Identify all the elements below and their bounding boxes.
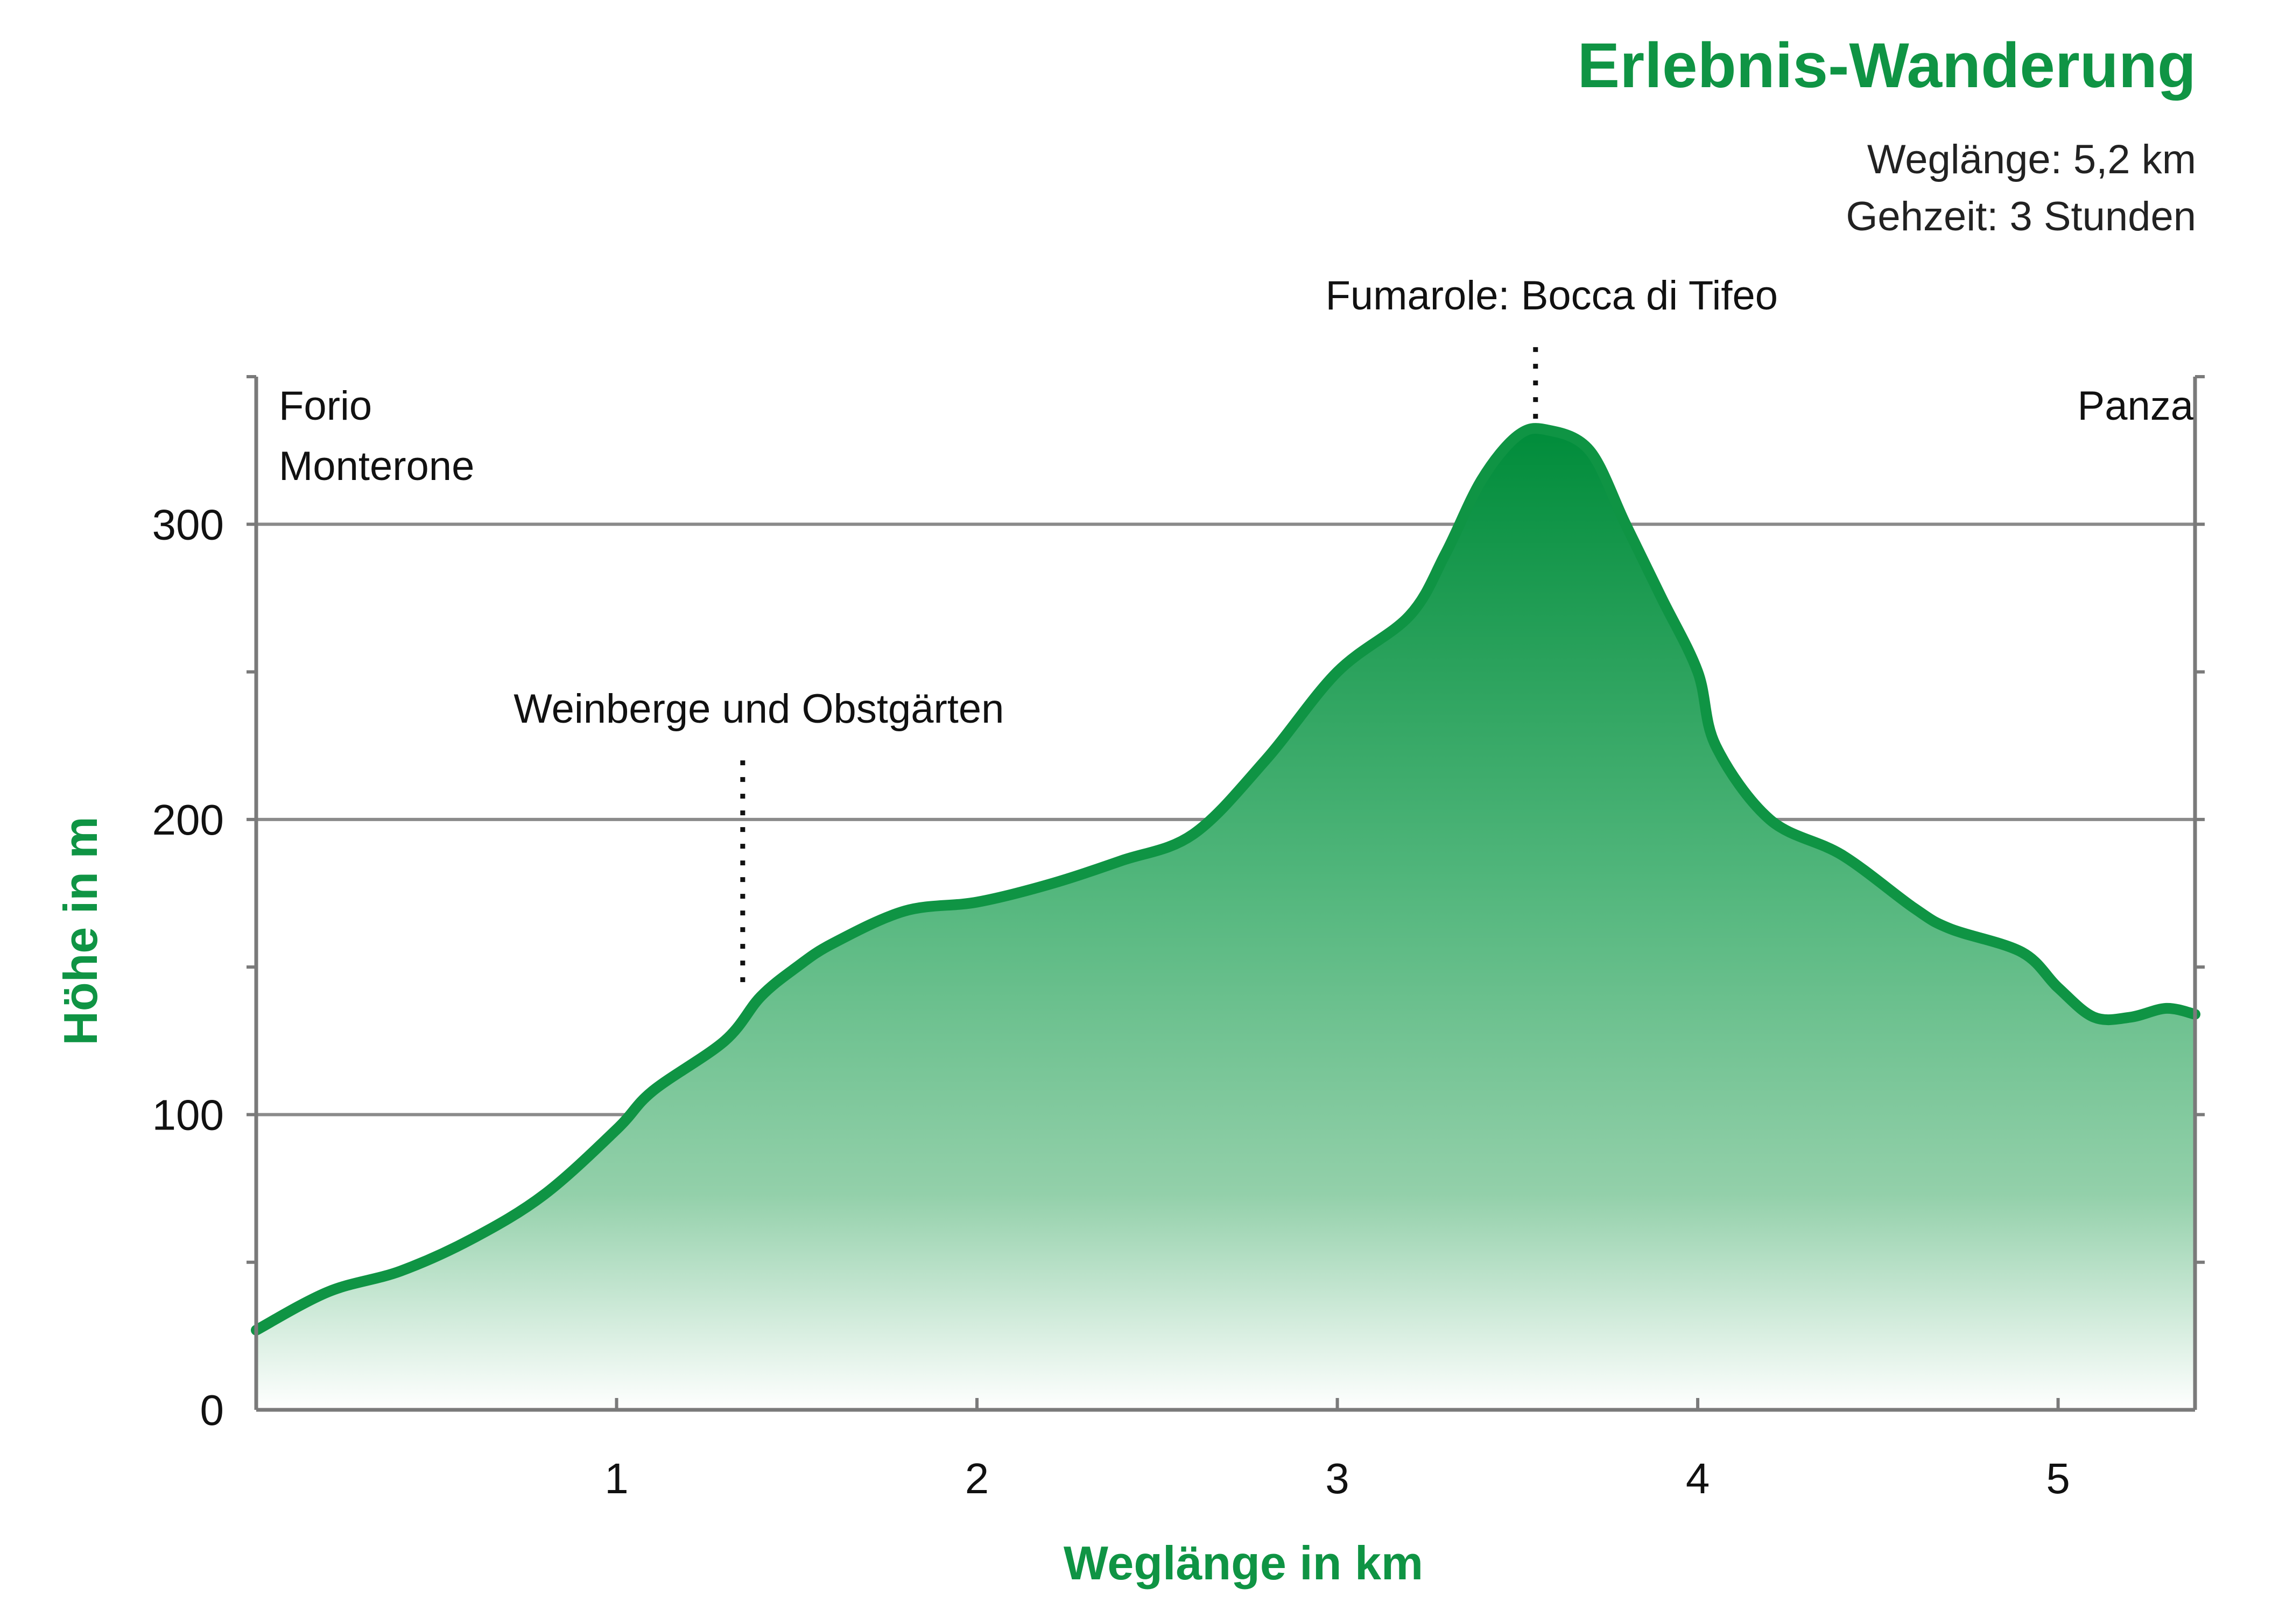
start-label-forio: Forio: [279, 383, 372, 429]
start-label-monterone: Monterone: [279, 443, 474, 489]
axes: [254, 377, 2197, 1412]
annotation-label-0: Weinberge und Obstgärten: [514, 686, 1004, 732]
y-tick-label-0: 0: [200, 1386, 224, 1434]
y-tick-label-100: 100: [152, 1091, 224, 1139]
tick-labels: 0 100 200 300 1 2 3 4 5: [152, 500, 2070, 1502]
x-tick-label-3: 3: [1325, 1454, 1349, 1502]
elevation-area: [256, 428, 2195, 1410]
x-tick-label-4: 4: [1686, 1454, 1710, 1502]
chart-title: Erlebnis-Wanderung: [1578, 30, 2196, 101]
y-axis-title: Höhe in m: [54, 816, 107, 1045]
end-label-panza: Panza: [2078, 383, 2194, 429]
x-tick-label-1: 1: [604, 1454, 629, 1502]
x-axis-title: Weglänge in km: [1064, 1536, 1423, 1590]
y-tick-label-300: 300: [152, 500, 224, 548]
tick-marks: [247, 375, 2205, 1410]
info-distance: Weglänge: 5,2 km: [1867, 137, 2196, 182]
x-tick-label-2: 2: [965, 1454, 989, 1502]
y-tick-label-200: 200: [152, 796, 224, 844]
info-duration: Gehzeit: 3 Stunden: [1846, 194, 2196, 239]
annotation-label-1: Fumarole: Bocca di Tifeo: [1325, 273, 1778, 319]
elevation-line: [251, 423, 2200, 1336]
x-tick-label-5: 5: [2046, 1454, 2070, 1502]
annotations: Weinberge und Obstgärten Fumarole: Bocca …: [514, 273, 1778, 991]
